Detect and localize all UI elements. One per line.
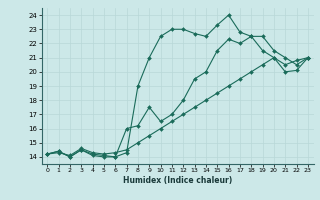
X-axis label: Humidex (Indice chaleur): Humidex (Indice chaleur) <box>123 176 232 185</box>
